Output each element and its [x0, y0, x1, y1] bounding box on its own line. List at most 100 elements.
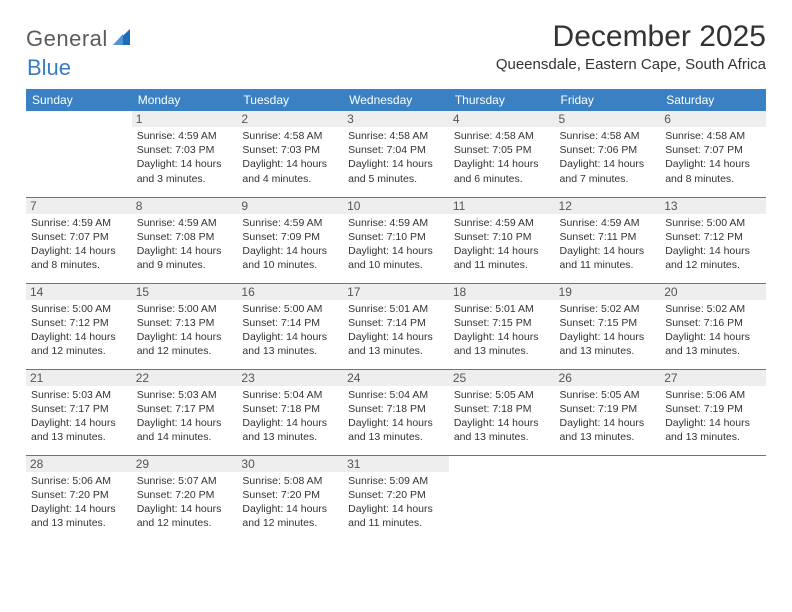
sunset-line: Sunset: 7:12 PM	[31, 316, 127, 330]
calendar-empty-cell	[449, 455, 555, 541]
day-details: Sunrise: 5:00 AMSunset: 7:12 PMDaylight:…	[31, 302, 127, 359]
daylight-line: Daylight: 14 hours and 12 minutes.	[31, 330, 127, 358]
sunset-line: Sunset: 7:09 PM	[242, 230, 338, 244]
sunset-line: Sunset: 7:03 PM	[242, 143, 338, 157]
day-number: 11	[449, 198, 555, 214]
day-number: 2	[237, 111, 343, 127]
day-number: 13	[660, 198, 766, 214]
day-header: Friday	[555, 89, 661, 111]
calendar-day-cell: 5Sunrise: 4:58 AMSunset: 7:06 PMDaylight…	[555, 111, 661, 197]
daylight-line: Daylight: 14 hours and 13 minutes.	[454, 330, 550, 358]
calendar-day-cell: 20Sunrise: 5:02 AMSunset: 7:16 PMDayligh…	[660, 283, 766, 369]
sunset-line: Sunset: 7:18 PM	[454, 402, 550, 416]
daylight-line: Daylight: 14 hours and 5 minutes.	[348, 157, 444, 185]
sunset-line: Sunset: 7:17 PM	[137, 402, 233, 416]
day-number: 3	[343, 111, 449, 127]
calendar-day-cell: 2 Sunrise: 4:58 AMSunset: 7:03 PMDaylight…	[237, 111, 343, 197]
day-details: Sunrise: 5:03 AMSunset: 7:17 PMDaylight:…	[137, 388, 233, 445]
daylight-line: Daylight: 14 hours and 13 minutes.	[560, 330, 656, 358]
sunrise-line: Sunrise: 4:59 AM	[560, 216, 656, 230]
day-details: Sunrise: 4:59 AMSunset: 7:03 PMDaylight:…	[137, 129, 233, 186]
sunset-line: Sunset: 7:06 PM	[560, 143, 656, 157]
daylight-line: Daylight: 14 hours and 13 minutes.	[242, 330, 338, 358]
sunrise-line: Sunrise: 4:58 AM	[242, 129, 338, 143]
daylight-line: Daylight: 14 hours and 13 minutes.	[348, 416, 444, 444]
month-title: December 2025	[496, 20, 766, 54]
sunrise-line: Sunrise: 4:59 AM	[242, 216, 338, 230]
sunset-line: Sunset: 7:10 PM	[454, 230, 550, 244]
day-header: Monday	[132, 89, 238, 111]
calendar-day-cell: 17Sunrise: 5:01 AMSunset: 7:14 PMDayligh…	[343, 283, 449, 369]
day-number: 12	[555, 198, 661, 214]
day-details: Sunrise: 5:05 AMSunset: 7:18 PMDaylight:…	[454, 388, 550, 445]
sunrise-line: Sunrise: 5:01 AM	[348, 302, 444, 316]
day-number: 8	[132, 198, 238, 214]
calendar-day-cell: 19Sunrise: 5:02 AMSunset: 7:15 PMDayligh…	[555, 283, 661, 369]
calendar-week: 28Sunrise: 5:06 AMSunset: 7:20 PMDayligh…	[26, 455, 766, 541]
sunset-line: Sunset: 7:08 PM	[137, 230, 233, 244]
day-details: Sunrise: 5:04 AMSunset: 7:18 PMDaylight:…	[242, 388, 338, 445]
brand-name-2: Blue	[27, 55, 71, 80]
daylight-line: Daylight: 14 hours and 13 minutes.	[31, 502, 127, 530]
day-details: Sunrise: 5:05 AMSunset: 7:19 PMDaylight:…	[560, 388, 656, 445]
calendar-empty-cell	[555, 455, 661, 541]
sunrise-line: Sunrise: 4:58 AM	[665, 129, 761, 143]
daylight-line: Daylight: 14 hours and 4 minutes.	[242, 157, 338, 185]
day-details: Sunrise: 4:59 AMSunset: 7:07 PMDaylight:…	[31, 216, 127, 273]
sunrise-line: Sunrise: 5:03 AM	[31, 388, 127, 402]
day-details: Sunrise: 5:00 AMSunset: 7:13 PMDaylight:…	[137, 302, 233, 359]
sunrise-line: Sunrise: 5:06 AM	[31, 474, 127, 488]
calendar-day-cell: 6Sunrise: 4:58 AMSunset: 7:07 PMDaylight…	[660, 111, 766, 197]
day-number: 25	[449, 370, 555, 386]
daylight-line: Daylight: 14 hours and 10 minutes.	[242, 244, 338, 272]
daylight-line: Daylight: 14 hours and 13 minutes.	[560, 416, 656, 444]
calendar-table: SundayMondayTuesdayWednesdayThursdayFrid…	[26, 89, 766, 541]
day-details: Sunrise: 4:58 AMSunset: 7:06 PMDaylight:…	[560, 129, 656, 186]
daylight-line: Daylight: 14 hours and 12 minutes.	[242, 502, 338, 530]
calendar-page: General December 2025 Queensdale, Easter…	[0, 0, 792, 541]
day-number: 14	[26, 284, 132, 300]
calendar-day-cell: 25 Sunrise: 5:05 AMSunset: 7:18 PMDayligh…	[449, 369, 555, 455]
day-details: Sunrise: 5:01 AMSunset: 7:15 PMDaylight:…	[454, 302, 550, 359]
sunrise-line: Sunrise: 5:03 AM	[137, 388, 233, 402]
calendar-head: SundayMondayTuesdayWednesdayThursdayFrid…	[26, 89, 766, 111]
brand-name-1: General	[26, 26, 108, 52]
day-details: Sunrise: 4:58 AMSunset: 7:03 PMDaylight:…	[242, 129, 338, 186]
sunset-line: Sunset: 7:10 PM	[348, 230, 444, 244]
day-number: 24	[343, 370, 449, 386]
day-details: Sunrise: 5:02 AMSunset: 7:15 PMDaylight:…	[560, 302, 656, 359]
sunset-line: Sunset: 7:20 PM	[31, 488, 127, 502]
daylight-line: Daylight: 14 hours and 8 minutes.	[31, 244, 127, 272]
calendar-empty-cell	[26, 111, 132, 197]
calendar-empty-cell	[660, 455, 766, 541]
sunset-line: Sunset: 7:15 PM	[560, 316, 656, 330]
daylight-line: Daylight: 14 hours and 13 minutes.	[348, 330, 444, 358]
day-details: Sunrise: 5:08 AMSunset: 7:20 PMDaylight:…	[242, 474, 338, 531]
calendar-week: 14Sunrise: 5:00 AMSunset: 7:12 PMDayligh…	[26, 283, 766, 369]
day-details: Sunrise: 5:04 AMSunset: 7:18 PMDaylight:…	[348, 388, 444, 445]
sunset-line: Sunset: 7:11 PM	[560, 230, 656, 244]
day-details: Sunrise: 5:06 AMSunset: 7:20 PMDaylight:…	[31, 474, 127, 531]
sunset-line: Sunset: 7:18 PM	[348, 402, 444, 416]
sunrise-line: Sunrise: 5:04 AM	[242, 388, 338, 402]
sunrise-line: Sunrise: 4:58 AM	[454, 129, 550, 143]
day-details: Sunrise: 4:59 AMSunset: 7:08 PMDaylight:…	[137, 216, 233, 273]
sunrise-line: Sunrise: 4:59 AM	[454, 216, 550, 230]
daylight-line: Daylight: 14 hours and 8 minutes.	[665, 157, 761, 185]
daylight-line: Daylight: 14 hours and 6 minutes.	[454, 157, 550, 185]
day-number: 21	[26, 370, 132, 386]
day-number: 30	[237, 456, 343, 472]
calendar-day-cell: 9Sunrise: 4:59 AMSunset: 7:09 PMDaylight…	[237, 197, 343, 283]
daylight-line: Daylight: 14 hours and 13 minutes.	[665, 416, 761, 444]
day-details: Sunrise: 5:02 AMSunset: 7:16 PMDaylight:…	[665, 302, 761, 359]
day-number: 1	[132, 111, 238, 127]
sunrise-line: Sunrise: 5:00 AM	[137, 302, 233, 316]
day-header: Tuesday	[237, 89, 343, 111]
day-details: Sunrise: 5:06 AMSunset: 7:19 PMDaylight:…	[665, 388, 761, 445]
sunrise-line: Sunrise: 4:58 AM	[348, 129, 444, 143]
calendar-day-cell: 7Sunrise: 4:59 AMSunset: 7:07 PMDaylight…	[26, 197, 132, 283]
location-text: Queensdale, Eastern Cape, South Africa	[496, 56, 766, 73]
calendar-week: 21Sunrise: 5:03 AMSunset: 7:17 PMDayligh…	[26, 369, 766, 455]
sunset-line: Sunset: 7:19 PM	[665, 402, 761, 416]
day-number: 22	[132, 370, 238, 386]
